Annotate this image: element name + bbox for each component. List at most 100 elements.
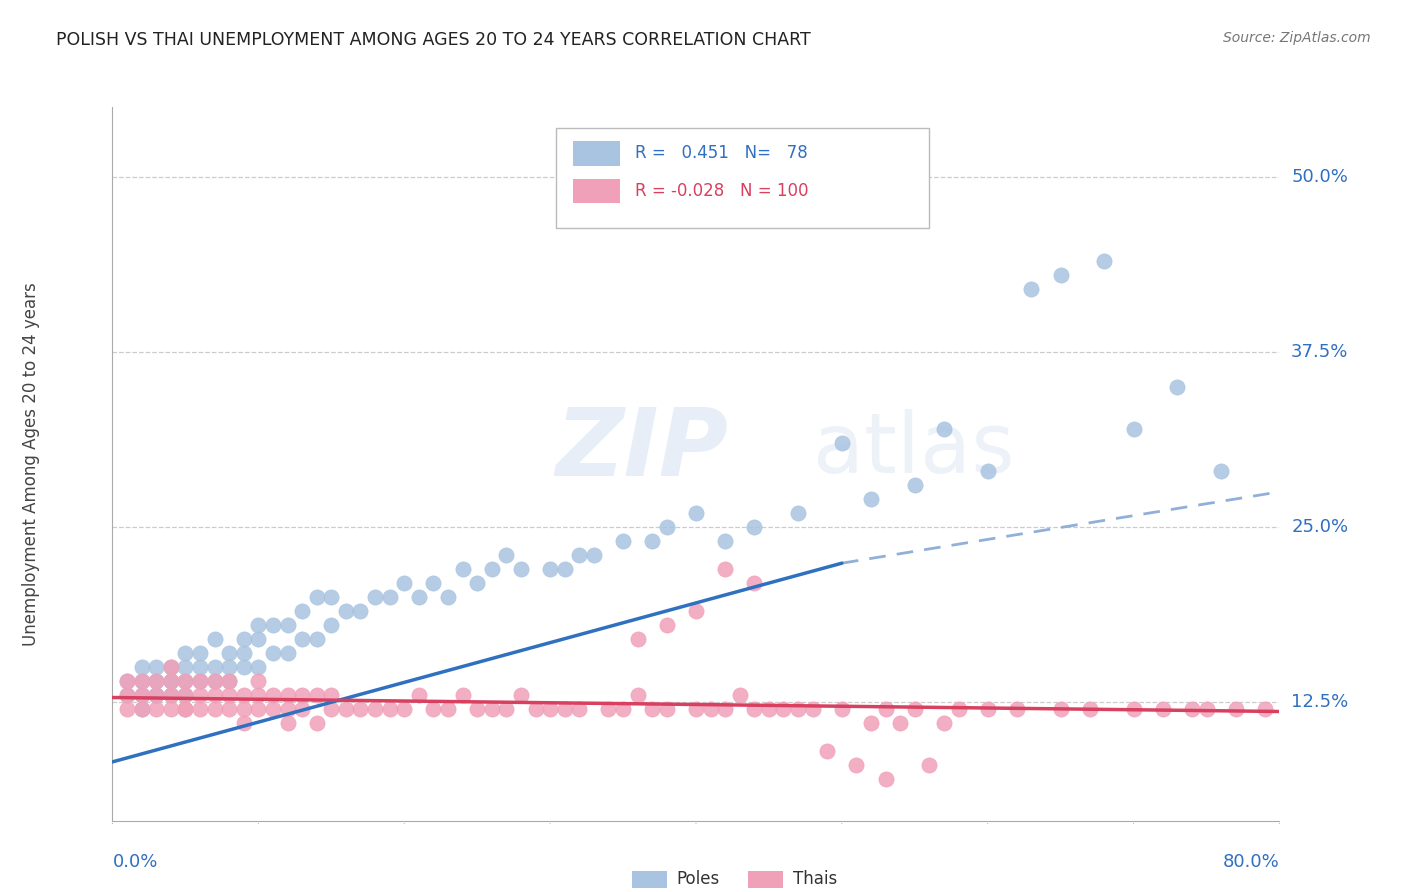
Point xyxy=(321,688,343,702)
Text: POLISH VS THAI UNEMPLOYMENT AMONG AGES 20 TO 24 YEARS CORRELATION CHART: POLISH VS THAI UNEMPLOYMENT AMONG AGES 2… xyxy=(56,31,811,49)
Point xyxy=(321,590,343,604)
Point xyxy=(772,702,794,716)
Point xyxy=(335,702,357,716)
Text: ZIP: ZIP xyxy=(555,403,728,496)
Point xyxy=(392,575,416,590)
Point xyxy=(859,491,883,506)
Point xyxy=(437,702,460,716)
Point xyxy=(685,702,707,716)
Point xyxy=(160,688,183,702)
Point xyxy=(174,702,197,716)
Point xyxy=(276,646,298,660)
Point xyxy=(247,673,270,688)
Bar xyxy=(748,871,783,888)
Point xyxy=(948,702,970,716)
Point xyxy=(174,688,197,702)
Point xyxy=(115,688,138,702)
Point xyxy=(392,702,416,716)
Point xyxy=(787,506,810,520)
Point xyxy=(538,702,561,716)
Text: Unemployment Among Ages 20 to 24 years: Unemployment Among Ages 20 to 24 years xyxy=(21,282,39,646)
Point xyxy=(232,659,254,673)
Text: Source: ZipAtlas.com: Source: ZipAtlas.com xyxy=(1223,31,1371,45)
Point xyxy=(378,702,401,716)
Point xyxy=(305,632,328,646)
Point xyxy=(131,673,153,688)
Point xyxy=(699,702,721,716)
Point xyxy=(232,702,254,716)
Point xyxy=(262,646,284,660)
Point xyxy=(481,562,503,576)
Point xyxy=(276,715,298,730)
Point xyxy=(131,673,153,688)
Point xyxy=(641,702,664,716)
Point xyxy=(598,702,620,716)
Point xyxy=(204,673,226,688)
Point xyxy=(437,590,460,604)
Bar xyxy=(631,871,666,888)
Point xyxy=(321,702,343,716)
Point xyxy=(554,562,576,576)
Point xyxy=(918,757,941,772)
FancyBboxPatch shape xyxy=(555,128,929,228)
Point xyxy=(1195,702,1218,716)
Point xyxy=(422,575,444,590)
Point xyxy=(232,715,254,730)
Point xyxy=(481,702,503,716)
Point xyxy=(1181,702,1204,716)
Point xyxy=(728,688,751,702)
Point xyxy=(685,506,707,520)
Point xyxy=(758,702,780,716)
Point xyxy=(378,590,401,604)
Point xyxy=(188,646,211,660)
Point xyxy=(160,673,183,688)
Point xyxy=(115,673,138,688)
Point xyxy=(131,702,153,716)
Point xyxy=(1209,464,1232,478)
Bar xyxy=(574,179,620,203)
Point xyxy=(232,632,254,646)
Point xyxy=(655,520,678,534)
Point xyxy=(335,604,357,618)
Point xyxy=(218,659,240,673)
Point xyxy=(188,673,211,688)
Point xyxy=(1049,268,1071,282)
Point xyxy=(612,702,634,716)
Point xyxy=(845,757,868,772)
Point xyxy=(1092,254,1115,268)
Point xyxy=(509,688,531,702)
Point xyxy=(204,659,226,673)
Point xyxy=(742,575,765,590)
Point xyxy=(364,702,387,716)
Point xyxy=(612,533,634,548)
Point xyxy=(495,702,517,716)
Point xyxy=(859,715,883,730)
Point xyxy=(364,590,387,604)
Point xyxy=(465,575,488,590)
Text: atlas: atlas xyxy=(813,409,1014,490)
Point xyxy=(742,702,765,716)
Point xyxy=(976,464,998,478)
Point xyxy=(247,632,270,646)
Point xyxy=(115,673,138,688)
Point xyxy=(321,617,343,632)
Point xyxy=(160,673,183,688)
Point xyxy=(145,659,167,673)
Point xyxy=(262,688,284,702)
Point xyxy=(291,688,314,702)
Point xyxy=(451,688,474,702)
Point xyxy=(1021,282,1043,296)
Point xyxy=(1254,702,1277,716)
Point xyxy=(145,673,167,688)
Point xyxy=(815,744,838,758)
Point xyxy=(714,533,737,548)
Point xyxy=(568,548,591,562)
Point xyxy=(247,659,270,673)
Point xyxy=(276,688,298,702)
Point xyxy=(408,688,430,702)
Point xyxy=(174,646,197,660)
Text: 80.0%: 80.0% xyxy=(1223,853,1279,871)
Point xyxy=(131,688,153,702)
Point xyxy=(204,688,226,702)
Text: Poles: Poles xyxy=(676,871,720,888)
